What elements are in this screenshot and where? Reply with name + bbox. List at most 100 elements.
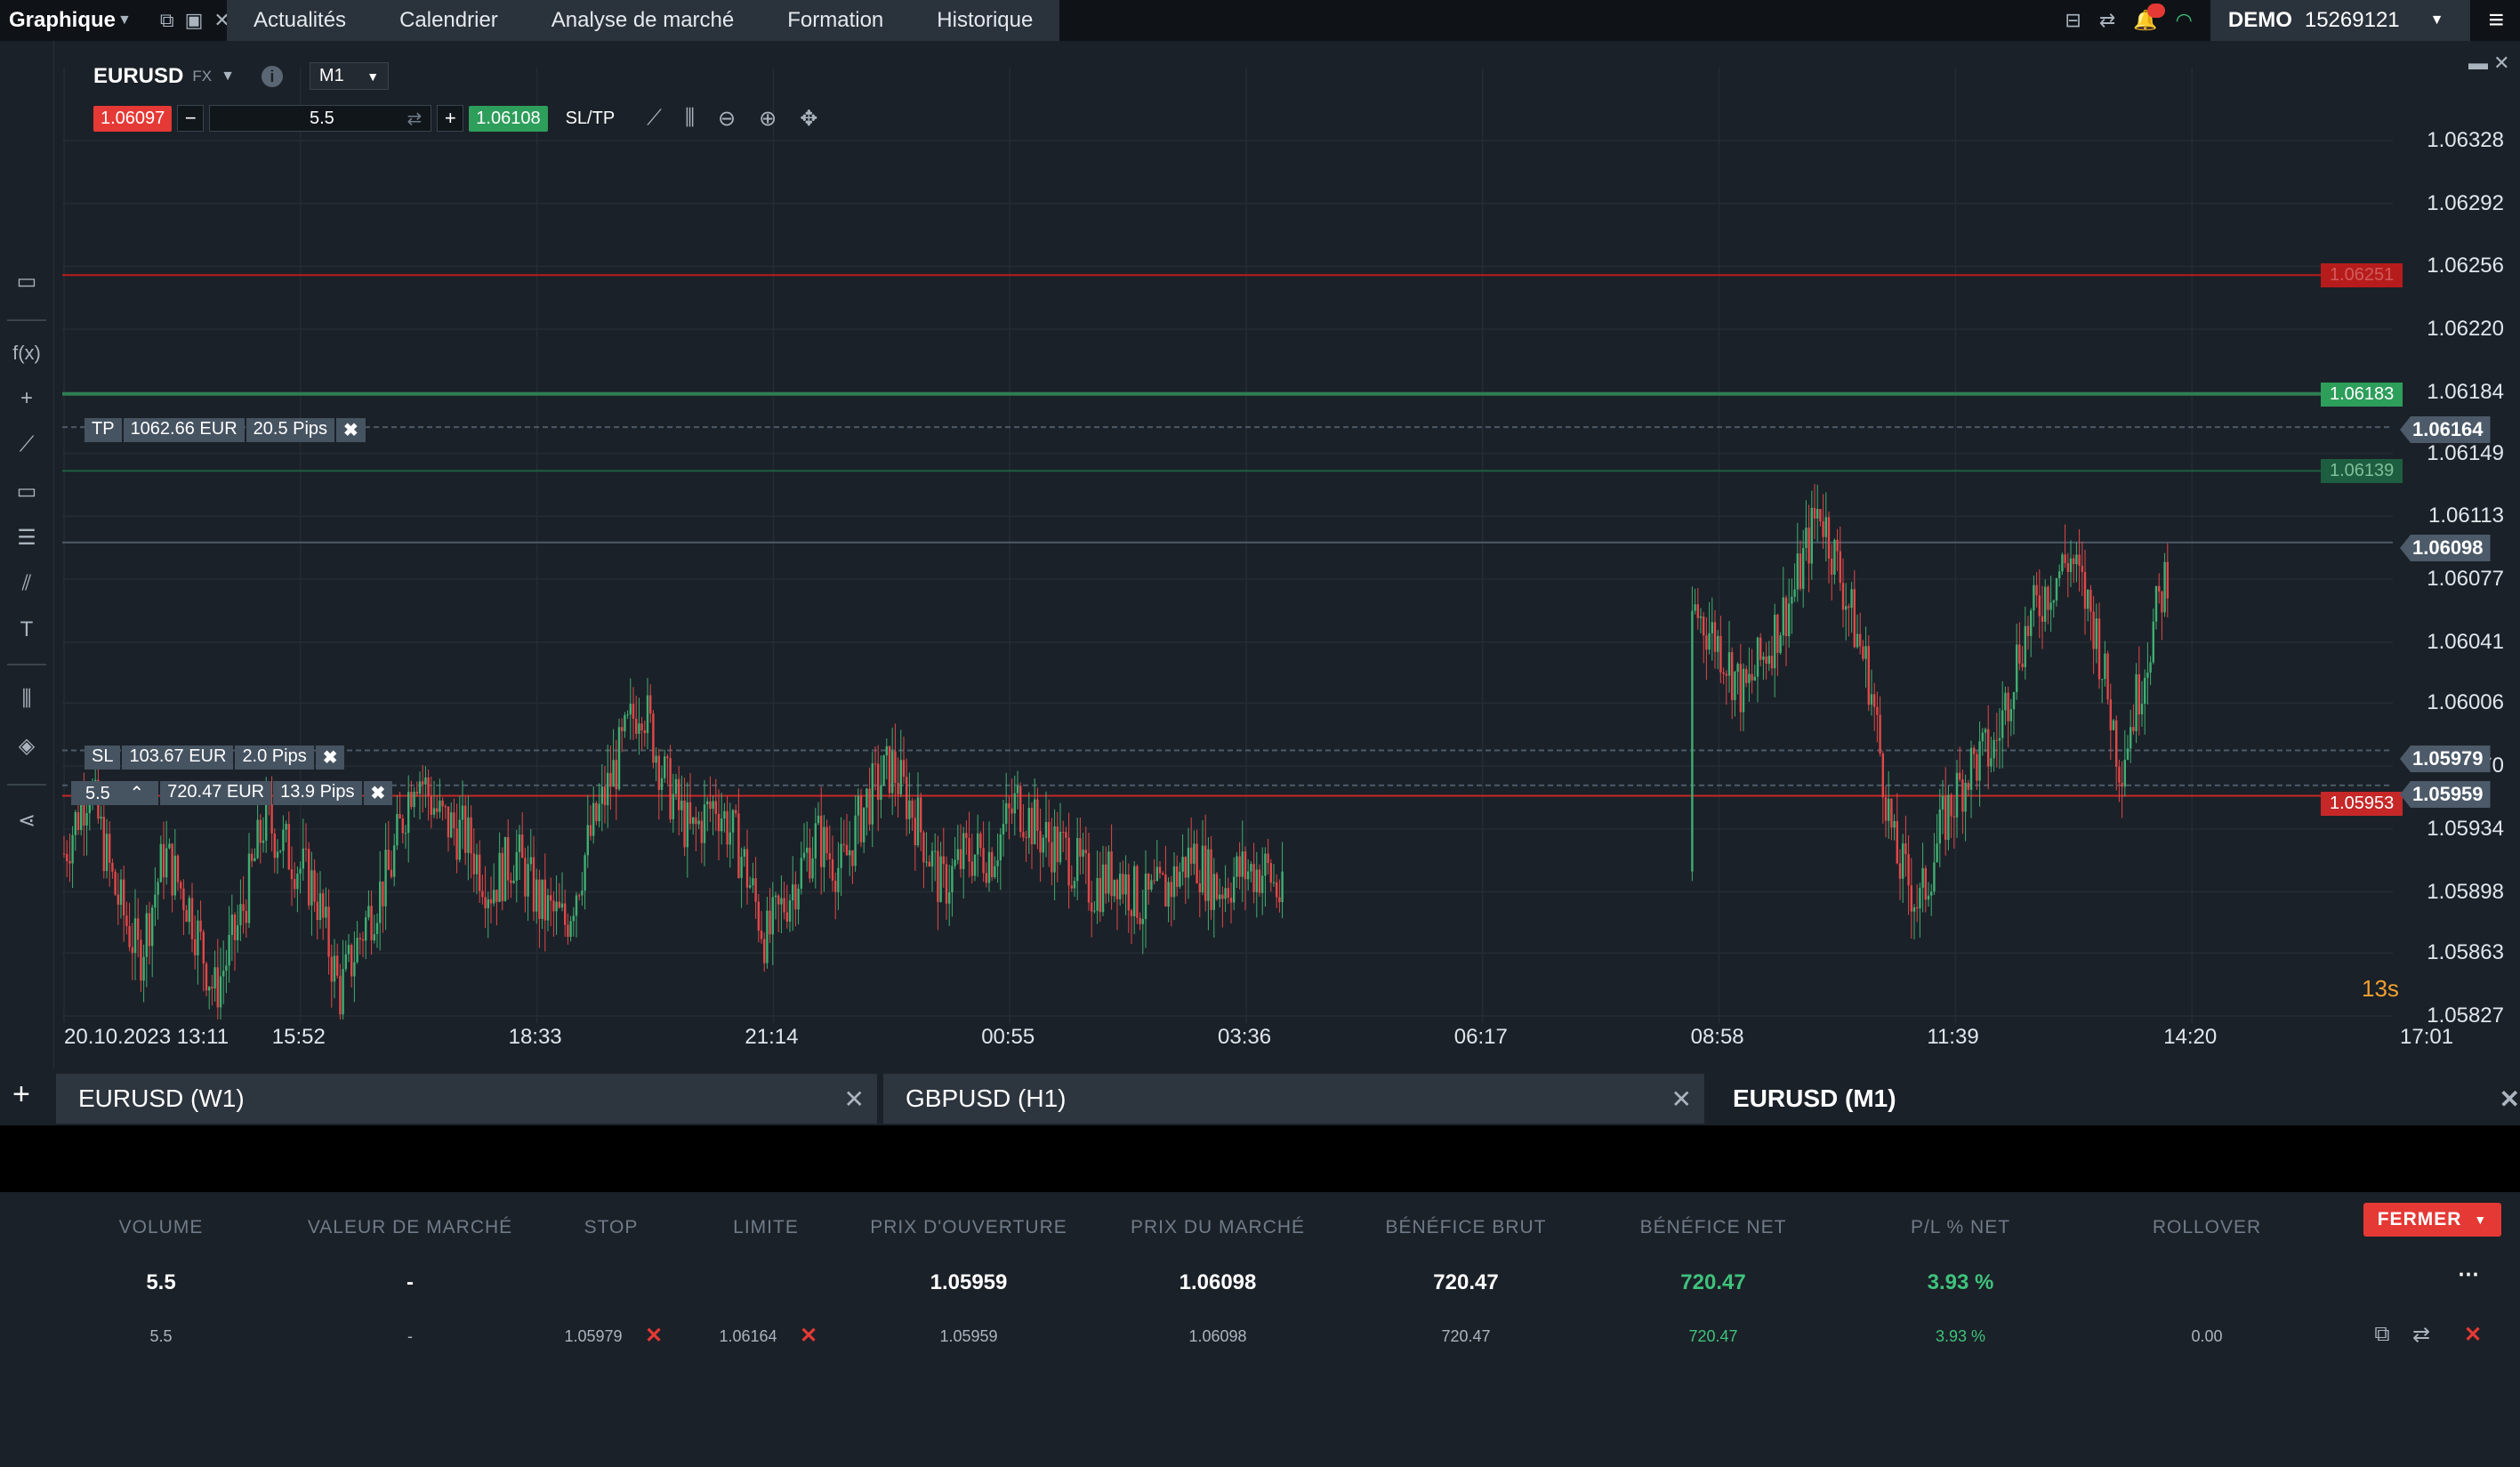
- candle: [1065, 832, 1067, 838]
- reverse-icon[interactable]: ⇄: [2411, 1323, 2431, 1347]
- bell-icon[interactable]: 🔔: [2133, 4, 2166, 32]
- chevron-up-icon[interactable]: ⌃: [122, 783, 152, 804]
- close-tab-icon[interactable]: ✕: [1671, 1084, 1692, 1113]
- line-chart-icon[interactable]: ⟋: [647, 106, 662, 130]
- close-icon[interactable]: ✕: [213, 9, 230, 31]
- popout-icon[interactable]: ⧉: [159, 9, 174, 31]
- timeframe-selector[interactable]: M1 ▼: [309, 62, 390, 90]
- level-label-red[interactable]: 1.06251: [2321, 263, 2403, 287]
- chart-type-icon[interactable]: ▭: [16, 270, 37, 294]
- col-stop[interactable]: STOP: [584, 1217, 639, 1237]
- position-order[interactable]: 5.5 ⌃ 720.47 EUR 13.9 Pips ✖: [71, 781, 393, 805]
- function-icon[interactable]: f(x): [12, 342, 41, 364]
- add-tab-button[interactable]: +: [12, 1077, 30, 1111]
- close-all-button[interactable]: FERMER ▼: [2363, 1203, 2501, 1237]
- close-tp-icon[interactable]: ✖: [336, 418, 366, 442]
- text-tool-icon[interactable]: T: [20, 617, 34, 641]
- nav-formation[interactable]: Formation: [787, 8, 884, 32]
- col-open-price[interactable]: PRIX D'OUVERTURE: [870, 1217, 1067, 1237]
- candle: [615, 760, 617, 790]
- nav-calendrier[interactable]: Calendrier: [399, 8, 498, 32]
- col-limit[interactable]: LIMITE: [733, 1217, 799, 1237]
- symbol-selector[interactable]: EURUSD FX ▼ i M1 ▼: [93, 62, 390, 90]
- zoom-in-icon[interactable]: ⊕: [759, 106, 777, 131]
- position-price-label[interactable]: 1.05953: [2321, 792, 2403, 816]
- candle: [518, 834, 521, 852]
- zoom-out-icon[interactable]: ⊖: [718, 106, 737, 131]
- close-tab-icon[interactable]: ✕: [2499, 1084, 2520, 1113]
- pitchfork-icon[interactable]: ⫽: [21, 571, 32, 595]
- candle: [1993, 739, 1995, 759]
- row-limit[interactable]: 1.06164: [719, 1327, 777, 1345]
- tp-price-tag[interactable]: 1.06164: [2400, 416, 2491, 443]
- sell-price-button[interactable]: 1.06097: [93, 105, 173, 132]
- chart-maximize-icon[interactable]: ▬: [2468, 52, 2488, 74]
- row-stop[interactable]: 1.05979: [564, 1327, 623, 1345]
- crosshair-icon[interactable]: +: [20, 386, 33, 410]
- tab-eurusd-w1[interactable]: EURUSD (W1) ✕: [56, 1074, 877, 1124]
- level-label-green[interactable]: 1.06183: [2321, 383, 2403, 407]
- increase-volume-button[interactable]: +: [437, 105, 464, 132]
- sl-price-tag[interactable]: 1.05979: [2400, 746, 2491, 772]
- fibonacci-icon[interactable]: ☰: [17, 526, 36, 550]
- volume-input[interactable]: 5.5 ⇄: [209, 105, 432, 132]
- hamburger-menu-icon[interactable]: ≡: [2488, 5, 2504, 35]
- sl-order[interactable]: SL 103.67 EUR 2.0 Pips ✖: [85, 746, 345, 770]
- current-price-tag[interactable]: 1.06098: [2400, 535, 2491, 561]
- col-volume[interactable]: VOLUME: [118, 1217, 204, 1237]
- candle: [598, 803, 600, 822]
- candle: [1082, 850, 1084, 857]
- rectangle-tool-icon[interactable]: ▭: [16, 480, 37, 504]
- candle: [510, 880, 512, 883]
- nav-actualites[interactable]: Actualités: [254, 8, 347, 32]
- candle: [600, 786, 603, 804]
- layers-icon[interactable]: ◈: [18, 734, 36, 758]
- col-net-profit[interactable]: BÉNÉFICE NET: [1639, 1217, 1787, 1237]
- candle: [968, 837, 970, 862]
- col-rollover[interactable]: ROLLOVER: [2152, 1217, 2262, 1237]
- col-pl-percent[interactable]: P/L % NET: [1910, 1217, 2011, 1237]
- info-icon[interactable]: i: [261, 65, 283, 87]
- more-options-icon[interactable]: ⋯: [2458, 1262, 2479, 1286]
- move-icon[interactable]: ✥: [800, 106, 818, 131]
- indicators-icon[interactable]: ⫼: [21, 687, 32, 711]
- close-position-icon[interactable]: ✖: [363, 781, 393, 805]
- candle: [1902, 843, 1904, 879]
- nav-historique[interactable]: Historique: [937, 8, 1034, 32]
- chart-canvas[interactable]: [62, 41, 2393, 1064]
- candle: [1916, 907, 1919, 909]
- candles-icon[interactable]: ⫼: [684, 106, 696, 130]
- account-selector[interactable]: DEMO 15269121 ▼: [2210, 0, 2471, 41]
- line-tool-icon[interactable]: ⟋: [19, 432, 35, 456]
- tab-eurusd-m1[interactable]: EURUSD (M1) ✕: [1711, 1074, 2520, 1124]
- swap-icon[interactable]: ⇄: [407, 109, 423, 129]
- remove-limit-icon[interactable]: ✕: [799, 1324, 818, 1348]
- close-tab-icon[interactable]: ✕: [843, 1084, 865, 1113]
- chart-close-icon[interactable]: ✕: [2493, 52, 2510, 74]
- candle: [809, 847, 811, 879]
- col-gross-profit[interactable]: BÉNÉFICE BRUT: [1385, 1217, 1547, 1237]
- candle: [942, 856, 945, 865]
- candle: [503, 836, 507, 901]
- layout-icon[interactable]: ⊟: [2065, 9, 2081, 31]
- tp-order[interactable]: TP 1062.66 EUR 20.5 Pips ✖: [85, 418, 366, 442]
- buy-price-button[interactable]: 1.06108: [469, 105, 548, 132]
- sltp-button[interactable]: SL/TP: [565, 108, 616, 128]
- remove-stop-icon[interactable]: ✕: [644, 1324, 664, 1348]
- graph-menu[interactable]: Graphique ▼ ⧉ ▣ ✕: [0, 0, 236, 41]
- close-position-row-icon[interactable]: ✕: [2463, 1323, 2483, 1347]
- col-market-value[interactable]: VALEUR DE MARCHÉ: [307, 1217, 513, 1237]
- level-label-darkgreen[interactable]: 1.06139: [2321, 459, 2403, 483]
- candle: [239, 904, 242, 926]
- open-price-tag[interactable]: 1.05959: [2400, 781, 2491, 808]
- transfer-icon[interactable]: ⇄: [2098, 9, 2116, 31]
- price-chart[interactable]: [62, 41, 2393, 1064]
- duplicate-icon[interactable]: ⧉: [2374, 1322, 2390, 1346]
- decrease-volume-button[interactable]: −: [177, 105, 205, 132]
- close-sl-icon[interactable]: ✖: [315, 746, 345, 770]
- col-market-price[interactable]: PRIX DU MARCHÉ: [1130, 1217, 1306, 1237]
- tab-gbpusd-h1[interactable]: GBPUSD (H1) ✕: [883, 1074, 1704, 1124]
- nav-analyse[interactable]: Analyse de marché: [551, 8, 735, 32]
- share-icon[interactable]: ⋖: [17, 809, 36, 833]
- maximize-icon[interactable]: ▣: [184, 9, 204, 31]
